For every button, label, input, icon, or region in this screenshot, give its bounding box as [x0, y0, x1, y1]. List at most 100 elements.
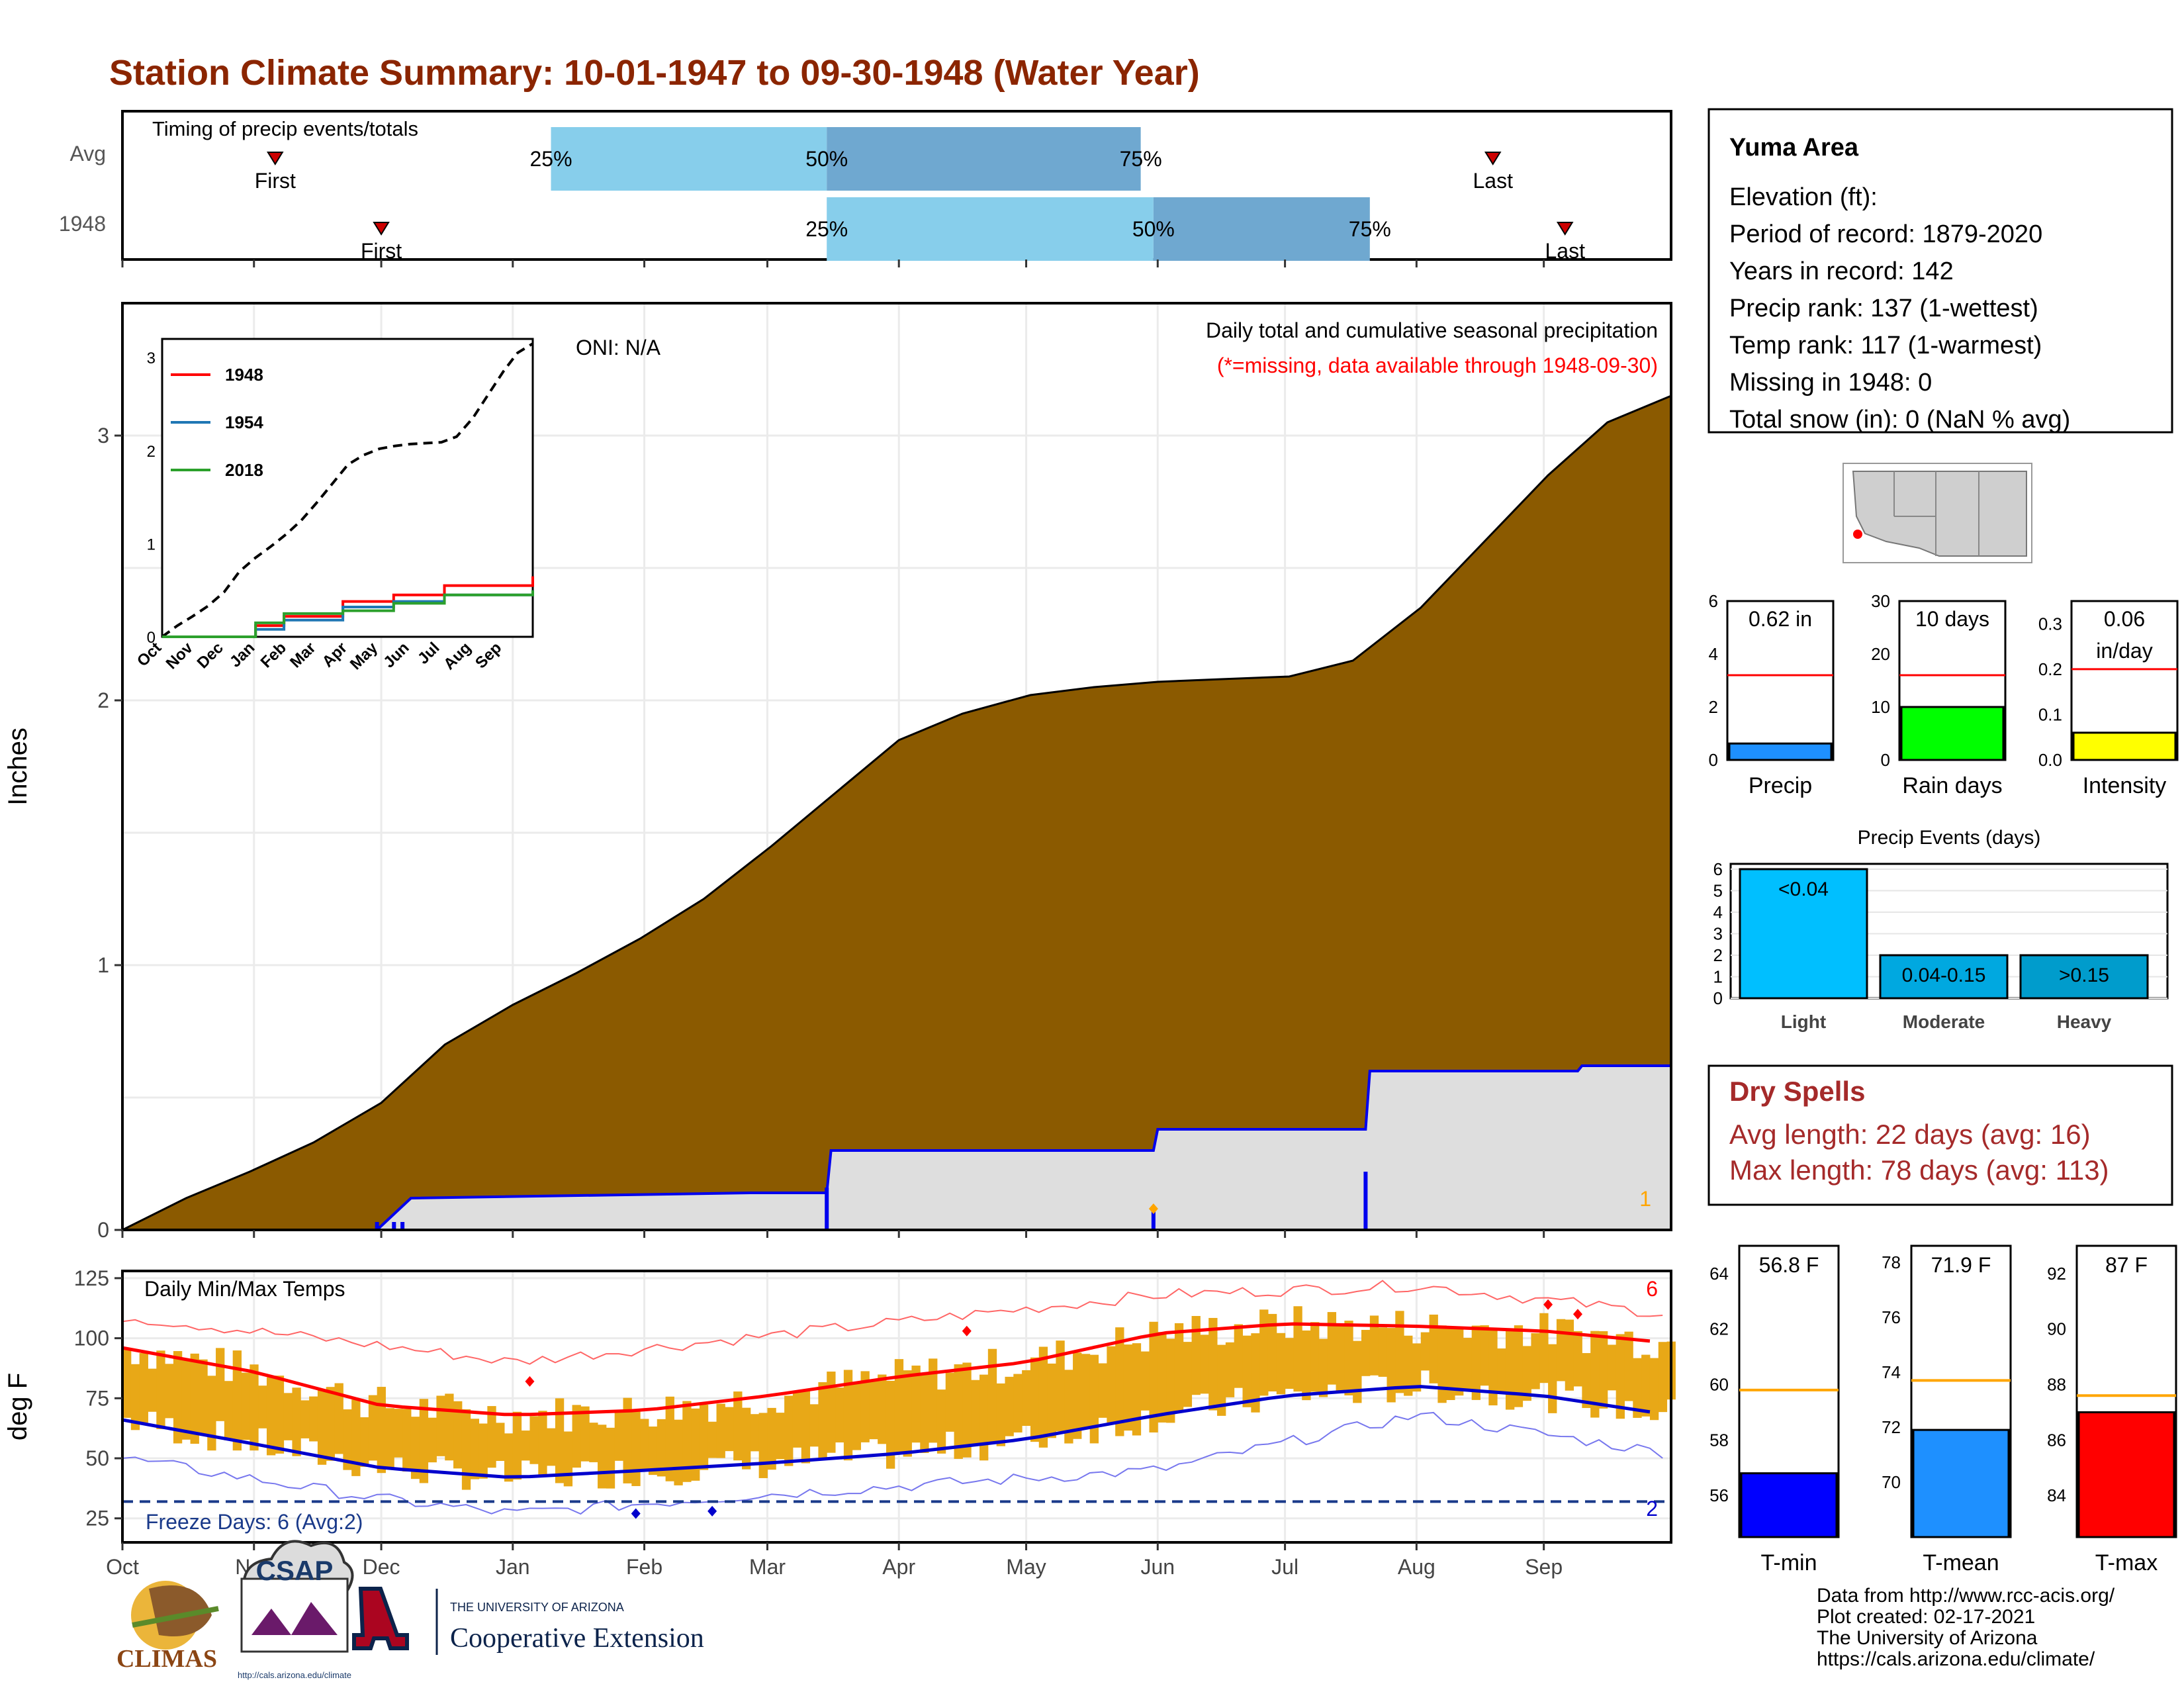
temp-record-marker: [962, 1325, 972, 1336]
daily-temp-bar: [767, 1407, 776, 1470]
timing-last-label: Last: [1473, 169, 1513, 193]
timing-percent-label: 50%: [1132, 217, 1175, 241]
daily-temp-bar: [1251, 1333, 1260, 1413]
timing-bar-q1: [551, 127, 827, 191]
oni-label: ONI: N/A: [576, 336, 661, 359]
daily-temp-bar: [334, 1383, 343, 1454]
daily-temp-bar: [1013, 1374, 1023, 1432]
timing-percent-label: 25%: [805, 217, 848, 241]
daily-temp-bar: [1073, 1352, 1082, 1439]
precip-y-tick: 2: [97, 688, 109, 712]
temp-y-tick: 75: [85, 1386, 109, 1410]
temp-summary-bar: [2077, 1411, 2175, 1538]
daily-temp-bar: [275, 1376, 285, 1454]
daily-temp-bar: [809, 1404, 819, 1447]
daily-temp-bar: [309, 1396, 318, 1442]
daily-temp-bar: [377, 1387, 386, 1474]
timing-title: Timing of precip events/totals: [152, 117, 418, 140]
daily-temp-bar: [1242, 1335, 1251, 1407]
daily-temp-bar: [478, 1423, 488, 1479]
station-line: Total snow (in): 0 (NaN % avg): [1729, 406, 2070, 434]
temp-summary-label: T-mean: [1923, 1550, 1999, 1575]
mini-chart-precip: 0.62 in Precip 0 2 4 6: [1709, 591, 1835, 798]
precip-marker: [1148, 1203, 1158, 1214]
timing-marker-last: [1484, 152, 1502, 165]
daily-precip-bar: [375, 1222, 379, 1230]
daily-temp-bar: [725, 1407, 734, 1452]
events-y-tick: 5: [1713, 881, 1723, 901]
daily-temp-bar: [165, 1364, 174, 1419]
daily-temp-bar: [979, 1374, 989, 1461]
daily-temp-bar: [750, 1414, 760, 1452]
daily-temp-bar: [1649, 1358, 1659, 1421]
timing-percent-label: 50%: [805, 147, 848, 171]
daily-temp-bar: [555, 1398, 565, 1483]
daily-temp-bar: [326, 1387, 336, 1461]
daily-temp-bar: [784, 1395, 794, 1466]
daily-temp-bar: [894, 1359, 904, 1452]
daily-temp-bar: [292, 1387, 301, 1456]
daily-temp-bar: [1641, 1354, 1651, 1417]
timing-marker-first: [373, 222, 390, 236]
daily-temp-bar: [954, 1364, 963, 1459]
daily-temp-bar: [470, 1419, 480, 1479]
station-name: Yuma Area: [1729, 134, 1859, 162]
daily-temp-bar: [1514, 1325, 1524, 1407]
daily-temp-bar: [682, 1401, 692, 1482]
cumulative-precip-area: [122, 394, 1672, 1231]
temp-summary-value: 87 F: [2105, 1253, 2148, 1277]
station-line: Period of record: 1879-2020: [1729, 220, 2042, 248]
timing-bar-q2: [1153, 197, 1370, 261]
daily-temp-bar: [351, 1399, 361, 1476]
timing-first-label: First: [361, 239, 402, 263]
daily-temp-bar: [216, 1348, 225, 1421]
daily-temp-bar: [903, 1370, 912, 1457]
daily-temp-bar: [911, 1365, 921, 1443]
daily-temp-bar: [835, 1387, 844, 1443]
daily-temp-bar: [1225, 1342, 1235, 1397]
daily-temp-bar: [1098, 1363, 1107, 1418]
mini-y-tick: 0.0: [2038, 750, 2062, 770]
temp-y-tick: 50: [85, 1446, 109, 1470]
month-tick-label: Jan: [496, 1555, 530, 1579]
daily-temp-bar: [1174, 1323, 1184, 1413]
events-bar-label: Light: [1781, 1011, 1826, 1032]
daily-temp-bar: [1624, 1331, 1633, 1401]
daily-temp-bar: [1038, 1346, 1048, 1448]
daily-temp-bar: [1022, 1370, 1031, 1426]
daily-temp-bar: [1658, 1342, 1668, 1413]
daily-temp-bar: [1455, 1328, 1464, 1396]
daily-temp-bar: [878, 1374, 887, 1444]
mini-value-label: 10 days: [1915, 607, 1989, 631]
average-max-line: [122, 1322, 1651, 1417]
daily-temp-bar: [410, 1417, 420, 1479]
daily-temp-bar: [250, 1364, 259, 1451]
daily-temp-bar: [818, 1382, 827, 1460]
daily-temp-bar: [1471, 1325, 1481, 1400]
daily-temp-bar: [1353, 1340, 1362, 1403]
daily-temp-bar: [1208, 1317, 1218, 1411]
daily-temp-bar: [1047, 1363, 1056, 1438]
month-tick-label: Feb: [626, 1555, 662, 1579]
events-bar: [2019, 954, 2149, 1000]
daily-temp-bar: [241, 1372, 250, 1440]
credit-line: https://cals.arizona.edu/climate/: [1817, 1648, 2095, 1670]
timing-row-avg-label: Avg: [69, 142, 106, 165]
temp-record-marker: [525, 1376, 535, 1387]
inset-legend-label: 1948: [225, 365, 263, 385]
temp-title: Daily Min/Max Temps: [144, 1277, 345, 1301]
temp-summary-y-tick: 84: [2047, 1485, 2066, 1505]
daily-temp-bar: [1107, 1346, 1116, 1423]
daily-temp-bar: [1344, 1321, 1353, 1395]
events-bar: [1739, 868, 1868, 1000]
temp-record-marker: [1572, 1309, 1582, 1320]
inset-y-tick: 3: [147, 350, 156, 367]
temp-summary-y-tick: 62: [1709, 1319, 1729, 1339]
daily-temp-bar: [945, 1372, 955, 1432]
daily-temp-bar: [1191, 1316, 1201, 1395]
temp-summary-y-tick: 78: [1882, 1252, 1901, 1272]
temp-record-marker: [707, 1505, 717, 1517]
mini-bar: [2072, 731, 2177, 761]
